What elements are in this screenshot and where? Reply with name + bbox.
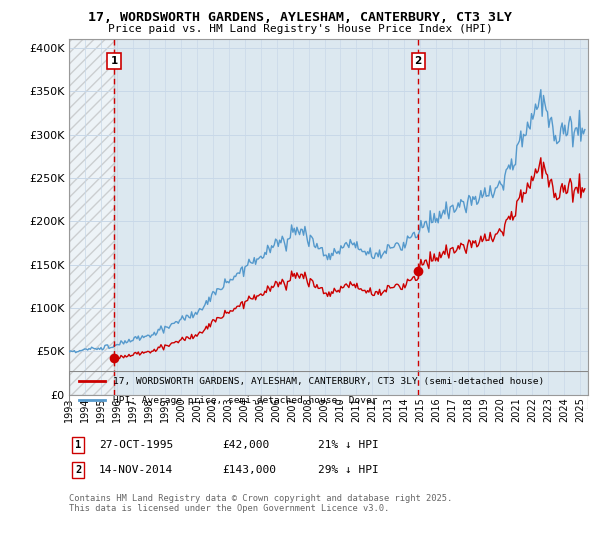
Text: 17, WORDSWORTH GARDENS, AYLESHAM, CANTERBURY, CT3 3LY (semi-detached house): 17, WORDSWORTH GARDENS, AYLESHAM, CANTER… xyxy=(113,377,544,386)
Text: 27-OCT-1995: 27-OCT-1995 xyxy=(99,440,173,450)
Text: 17, WORDSWORTH GARDENS, AYLESHAM, CANTERBURY, CT3 3LY: 17, WORDSWORTH GARDENS, AYLESHAM, CANTER… xyxy=(88,11,512,24)
Text: £42,000: £42,000 xyxy=(222,440,269,450)
Bar xyxy=(69,39,114,395)
Text: 1: 1 xyxy=(75,440,81,450)
Text: 2: 2 xyxy=(415,56,422,66)
Text: 14-NOV-2014: 14-NOV-2014 xyxy=(99,465,173,475)
Text: 21% ↓ HPI: 21% ↓ HPI xyxy=(318,440,379,450)
Text: 29% ↓ HPI: 29% ↓ HPI xyxy=(318,465,379,475)
Text: £143,000: £143,000 xyxy=(222,465,276,475)
Text: 2: 2 xyxy=(75,465,81,475)
Text: Contains HM Land Registry data © Crown copyright and database right 2025.
This d: Contains HM Land Registry data © Crown c… xyxy=(69,494,452,514)
Text: HPI: Average price, semi-detached house, Dover: HPI: Average price, semi-detached house,… xyxy=(113,396,377,405)
Text: 1: 1 xyxy=(110,56,118,66)
Text: Price paid vs. HM Land Registry's House Price Index (HPI): Price paid vs. HM Land Registry's House … xyxy=(107,24,493,34)
